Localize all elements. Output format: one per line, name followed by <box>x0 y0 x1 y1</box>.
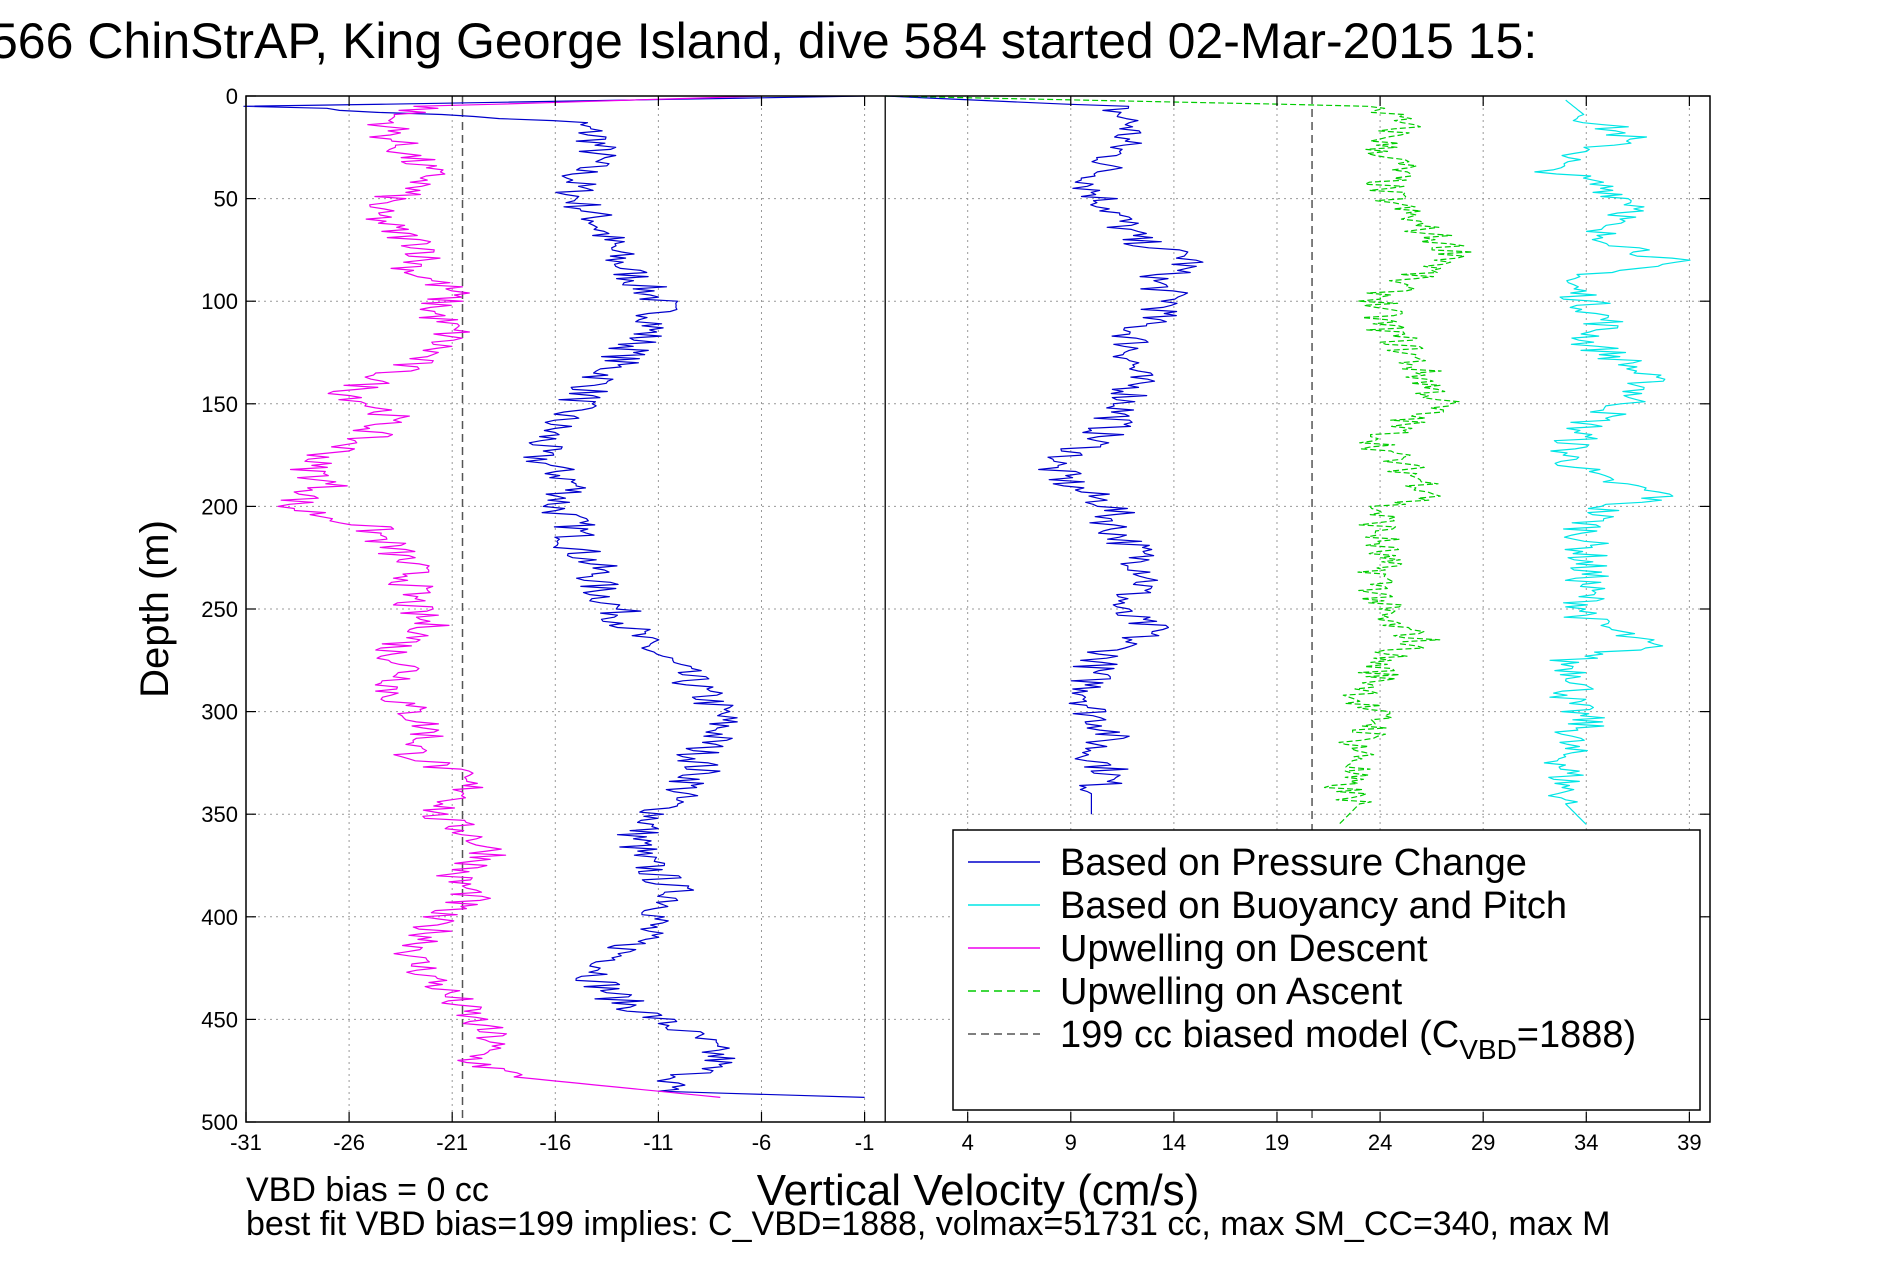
legend-label: Based on Pressure Change <box>1060 842 1527 884</box>
y-axis-label: Depth (m) <box>133 520 177 698</box>
y-tick-label: 200 <box>201 494 238 519</box>
x-tick-label: 34 <box>1574 1130 1598 1155</box>
series-line-upwelling-on-ascentascent <box>885 95 1474 825</box>
y-tick-label: 250 <box>201 597 238 622</box>
x-ticks: -31 -26 -21 -16 -11 -6 -1 4 9 14 19 24 29 34 39 <box>230 96 1702 1155</box>
y-tick-label: 300 <box>201 700 238 725</box>
series-line-based-on-pressure-changeascent <box>885 95 1204 815</box>
footer-vbd-bias: VBD bias = 0 cc <box>246 1171 489 1209</box>
y-ticks: 0 50 100 150 200 250 300 350 400 450 500 <box>201 84 1710 1135</box>
x-tick-label: -26 <box>333 1130 365 1155</box>
x-tick-label: -31 <box>230 1130 262 1155</box>
x-tick-label: 14 <box>1162 1130 1186 1155</box>
x-axis-label: Vertical Velocity (cm/s) <box>757 1166 1200 1215</box>
y-tick-label: 500 <box>201 1110 238 1135</box>
x-tick-label: 24 <box>1368 1130 1392 1155</box>
chart-title: 566 ChinStrAP, King George Island, dive … <box>0 13 1537 69</box>
legend-label-tail: =1888) <box>1517 1014 1636 1056</box>
reference-lines <box>461 96 1313 1122</box>
x-tick-label: -11 <box>643 1130 673 1155</box>
series-line-upwelling-on-descentdescent <box>277 95 762 1098</box>
x-tick-label: 39 <box>1677 1130 1701 1155</box>
legend-label-text: Upwelling on Descent <box>1060 928 1428 970</box>
legend-label-text: Based on Pressure Change <box>1060 842 1527 884</box>
y-tick-label: 450 <box>201 1007 238 1032</box>
legend-label: Upwelling on Ascent <box>1060 971 1403 1013</box>
x-tick-label: -6 <box>752 1130 772 1155</box>
legend-label-text: Upwelling on Ascent <box>1060 971 1403 1013</box>
legend-label: Upwelling on Descent <box>1060 928 1428 970</box>
x-tick-label: 9 <box>1065 1130 1077 1155</box>
y-tick-label: 100 <box>201 289 238 314</box>
x-tick-label: -21 <box>436 1130 468 1155</box>
legend-box <box>952 829 1701 1111</box>
y-tick-label: 50 <box>214 187 238 212</box>
footer-best-fit: best fit VBD bias=199 implies: C_VBD=188… <box>246 1205 1610 1243</box>
legend-label-text: 199 cc biased model (C <box>1060 1014 1459 1056</box>
series-line-based-on-buoyancy-and-pitchascent <box>1534 99 1691 825</box>
x-tick-label: 19 <box>1265 1130 1289 1155</box>
legend-label: Based on Buoyancy and Pitch <box>1060 885 1567 927</box>
x-tick-label: -1 <box>855 1130 875 1155</box>
legend-label-subscript: VBD <box>1459 1034 1517 1065</box>
series-layer <box>243 95 1691 1098</box>
x-tick-label: 29 <box>1471 1130 1495 1155</box>
x-tick-label: -16 <box>539 1130 571 1155</box>
y-tick-label: 400 <box>201 905 238 930</box>
y-tick-label: 150 <box>201 392 238 417</box>
x-tick-label: 4 <box>962 1130 974 1155</box>
series-line-based-on-pressure-changedescent <box>243 95 865 1098</box>
y-tick-label: 0 <box>226 84 238 109</box>
y-tick-label: 350 <box>201 802 238 827</box>
legend-label: 199 cc biased model (CVBD=1888) <box>1060 1014 1636 1065</box>
legend-label-text: Based on Buoyancy and Pitch <box>1060 885 1567 927</box>
